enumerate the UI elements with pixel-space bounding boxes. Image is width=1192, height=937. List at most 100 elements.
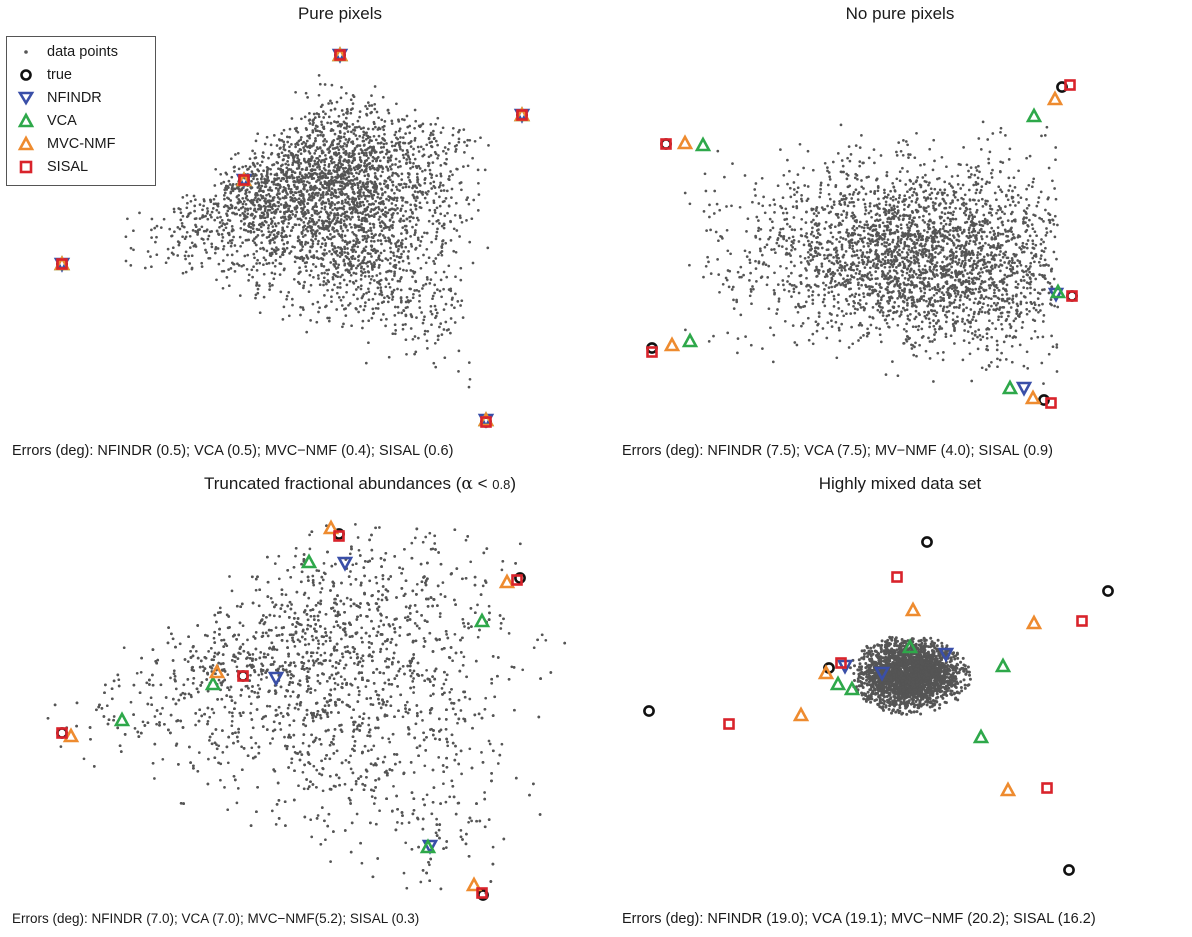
data-point [290, 210, 293, 213]
data-point [431, 294, 435, 298]
data-point [391, 223, 394, 227]
data-point [1025, 312, 1029, 316]
data-point [969, 256, 973, 260]
data-point [332, 161, 336, 164]
data-point [155, 224, 159, 228]
data-point [388, 218, 392, 222]
data-point [858, 164, 862, 168]
data-point [853, 228, 856, 232]
data-point [413, 233, 416, 237]
data-point [322, 283, 325, 287]
data-point [1031, 239, 1035, 243]
data-point [1018, 261, 1022, 265]
data-point [829, 231, 833, 235]
data-point [229, 199, 233, 202]
data-point [382, 300, 386, 304]
data-point [439, 278, 443, 282]
data-point [351, 159, 355, 163]
data-point [256, 291, 260, 295]
data-point [988, 286, 992, 290]
data-point [263, 209, 267, 213]
data-point [308, 217, 312, 220]
data-point [341, 325, 344, 329]
data-point [335, 291, 339, 295]
data-point [408, 219, 412, 223]
data-point [319, 193, 323, 197]
data-point [373, 207, 377, 211]
data-point [446, 211, 449, 215]
data-point [430, 323, 433, 327]
data-point [327, 217, 331, 221]
data-point [194, 198, 197, 202]
data-point [223, 197, 226, 201]
data-point [289, 191, 293, 195]
data-point [941, 227, 945, 230]
data-point [1025, 206, 1029, 210]
data-point [237, 167, 241, 171]
data-point [332, 217, 336, 221]
data-point [254, 139, 258, 143]
data-point [868, 227, 872, 231]
data-point [972, 233, 975, 237]
data-point [998, 308, 1001, 311]
data-point [232, 262, 236, 266]
data-point [833, 280, 837, 283]
data-point [269, 172, 273, 176]
data-point [924, 199, 928, 202]
data-point [870, 215, 873, 219]
data-point [404, 237, 408, 241]
data-point [415, 316, 418, 319]
data-point [325, 219, 329, 223]
data-point [344, 149, 348, 153]
data-point [324, 176, 328, 180]
data-point [787, 289, 791, 293]
data-point [269, 167, 272, 171]
data-point [308, 122, 312, 125]
data-point [382, 142, 386, 146]
data-point [486, 246, 490, 250]
data-point [857, 287, 861, 290]
data-point [307, 290, 311, 294]
data-point [822, 270, 825, 273]
data-point [287, 163, 290, 167]
data-point [362, 230, 366, 234]
data-point [279, 185, 282, 188]
data-point [278, 147, 282, 150]
data-point [339, 187, 343, 191]
data-point [179, 207, 182, 211]
data-point [420, 235, 424, 239]
data-point [241, 202, 245, 206]
data-point [748, 258, 752, 262]
data-point [370, 262, 373, 266]
data-point [282, 305, 286, 309]
data-point [357, 225, 361, 229]
data-point [216, 204, 220, 208]
data-point [270, 271, 274, 275]
data-point [247, 225, 251, 229]
data-point [1001, 293, 1004, 297]
data-point [326, 121, 329, 125]
data-point [948, 182, 951, 186]
data-point [288, 252, 291, 255]
data-point [204, 229, 208, 233]
data-point [309, 229, 313, 233]
data-point [430, 173, 434, 177]
data-point [358, 115, 361, 119]
data-point [373, 107, 377, 111]
data-point [303, 280, 306, 284]
data-point [346, 130, 350, 133]
data-point [960, 262, 964, 265]
data-point [298, 201, 302, 205]
data-point [371, 274, 374, 278]
data-point [744, 335, 747, 338]
data-point [324, 154, 327, 157]
data-point [256, 287, 260, 291]
data-point [293, 191, 297, 194]
data-point [986, 304, 990, 307]
data-point [373, 149, 376, 152]
data-point [859, 248, 862, 252]
data-point [352, 95, 356, 99]
data-point [450, 298, 454, 301]
data-point [263, 142, 267, 146]
data-point [351, 123, 355, 126]
